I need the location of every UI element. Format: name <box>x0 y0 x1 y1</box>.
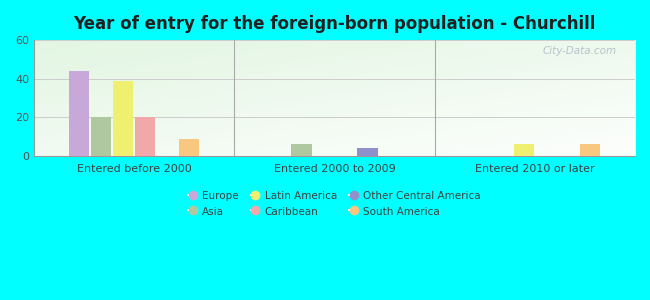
Bar <box>358 148 378 156</box>
Bar <box>135 117 155 156</box>
Text: City-Data.com: City-Data.com <box>543 46 617 56</box>
Bar <box>514 144 534 156</box>
Legend: Europe, Asia, Latin America, Caribbean, Other Central America, South America: Europe, Asia, Latin America, Caribbean, … <box>184 187 485 221</box>
Bar <box>91 117 111 156</box>
Bar <box>291 144 311 156</box>
Bar <box>113 81 133 156</box>
Bar <box>179 139 200 156</box>
Bar <box>69 71 89 156</box>
Bar <box>580 144 600 156</box>
Title: Year of entry for the foreign-born population - Churchill: Year of entry for the foreign-born popul… <box>73 15 595 33</box>
